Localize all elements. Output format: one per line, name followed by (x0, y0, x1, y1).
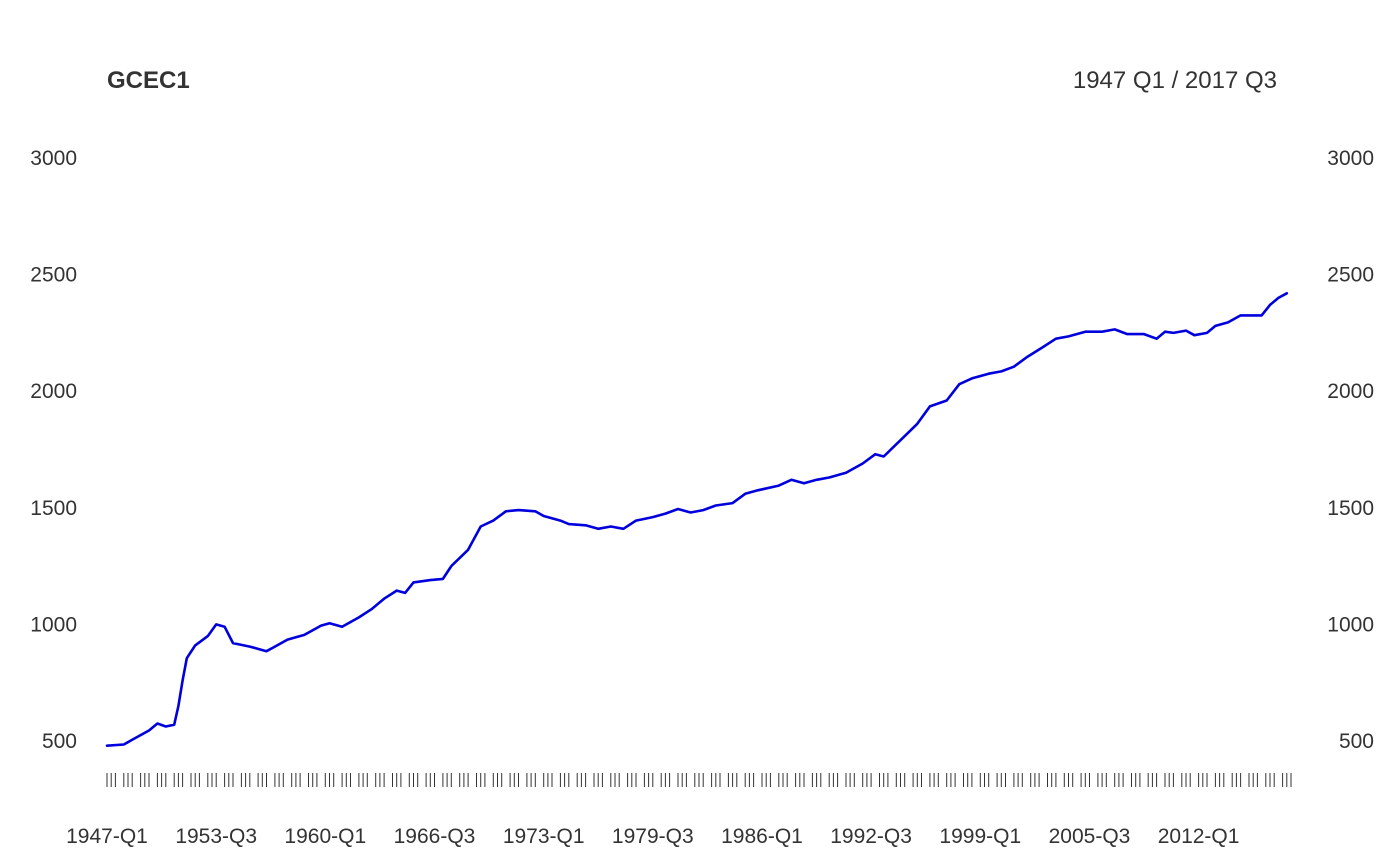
y-tick-label-left: 3000 (30, 147, 77, 170)
y-tick-label-left: 1000 (30, 613, 77, 636)
x-axis-labels: 1947-Q1 1953-Q3 1960-Q1 1966-Q3 1973-Q1 1979-… (66, 825, 1239, 848)
y-tick-label-right: 3000 (1327, 147, 1374, 170)
y-tick-label-left: 1500 (30, 497, 77, 520)
date-range-label: 1947 Q1 / 2017 Q3 (1073, 67, 1277, 94)
y-tick-label-right: 2000 (1327, 380, 1374, 403)
x-tick-label: 2005-Q3 (1049, 825, 1131, 848)
y-tick-label-right: 1500 (1327, 497, 1374, 520)
x-tick-label: 1973-Q1 (503, 825, 585, 848)
x-tick-label: 1999-Q1 (939, 825, 1021, 848)
x-tick-label: 1947-Q1 (66, 825, 148, 848)
x-tick-label: 1979-Q3 (612, 825, 694, 848)
y-axis-right: 500 1000 1500 2000 2500 3000 (1327, 147, 1374, 753)
y-tick-label-right: 1000 (1327, 613, 1374, 636)
y-tick-label-right: 2500 (1327, 264, 1374, 287)
y-tick-label-left: 2000 (30, 380, 77, 403)
x-tick-label: 1966-Q3 (394, 825, 476, 848)
x-tick-label: 1953-Q3 (175, 825, 257, 848)
x-tick-label: 1992-Q3 (830, 825, 912, 848)
x-tick-label: 1960-Q1 (284, 825, 366, 848)
x-tick-label: 1986-Q1 (721, 825, 803, 848)
y-axis-left: 500 1000 1500 2000 2500 3000 (30, 147, 77, 753)
x-axis-minor-ticks (106, 773, 1292, 787)
chart-title: GCEC1 (107, 67, 190, 94)
series-line (105, 291, 1289, 748)
y-tick-label-right: 500 (1339, 730, 1374, 753)
x-tick-label: 2012-Q1 (1158, 825, 1240, 848)
y-tick-label-left: 2500 (30, 264, 77, 287)
series-layer (105, 291, 1289, 748)
y-tick-label-left: 500 (42, 730, 77, 753)
